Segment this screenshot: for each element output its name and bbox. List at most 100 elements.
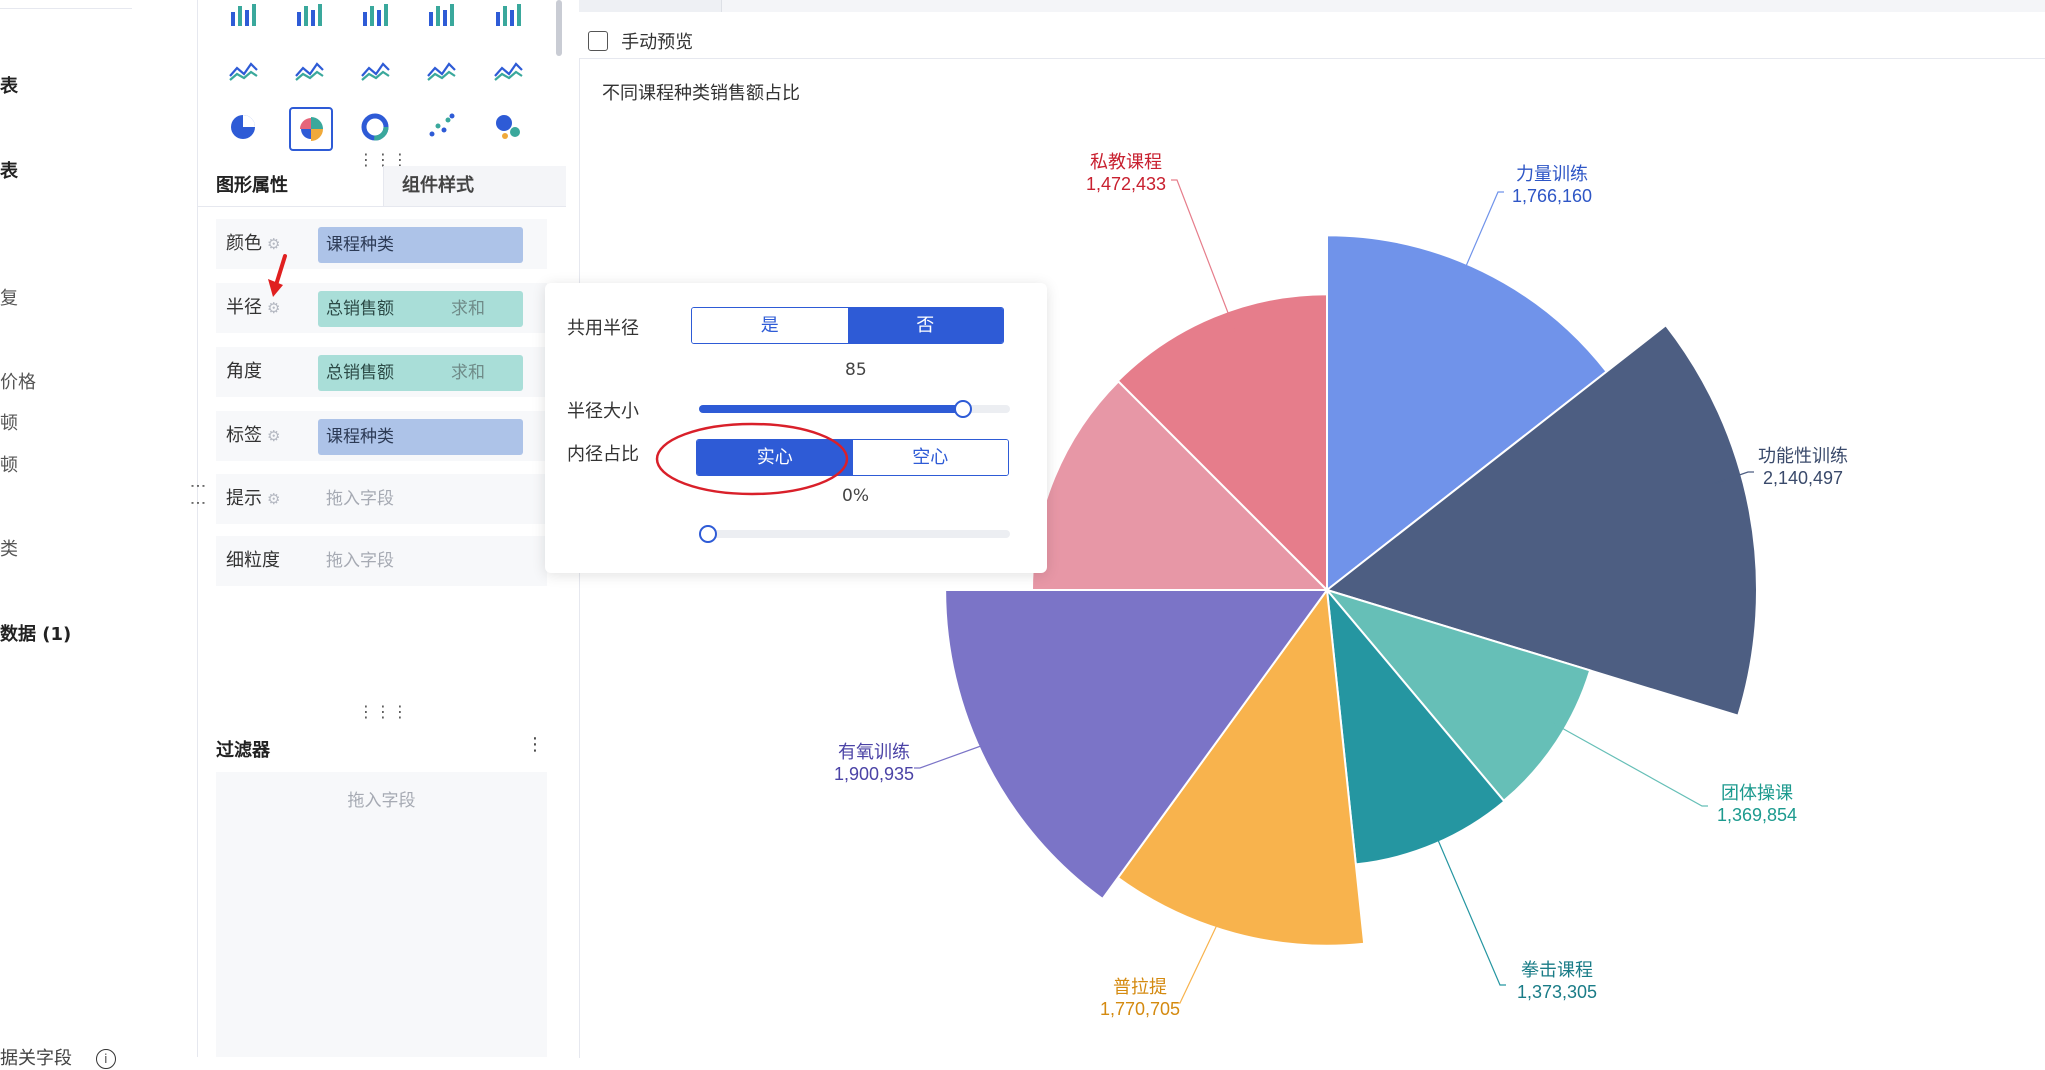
label-leader-line [1550,721,1708,807]
slice-label-value: 1,766,160 [1512,186,1592,206]
slice-label-name: 力量训练 [1516,164,1588,184]
bar-list-icon[interactable] [421,0,461,35]
percent-column-glyph-icon [363,4,388,26]
aggregation-label[interactable]: 求和 [451,299,485,319]
more-menu-icon[interactable]: ⋮ [526,734,544,755]
slice-label-value: 1,770,705 [1100,999,1180,1019]
tab-graph-properties[interactable]: 图形属性 [216,175,288,196]
inner-ratio-slider[interactable] [699,525,1010,543]
area-line-icon[interactable] [421,51,461,91]
chart-config-panel: ⋮⋮⋮ 图形属性 组件样式 颜色 ⚙ 课程种类 半径 ⚙ 总销售额 求和 角度 总销售额 求和 标签… [198,0,570,1057]
waterfall-glyph-icon [496,4,521,26]
stream-icon[interactable] [223,51,263,91]
property-row: 细粒度 拖入字段 [216,536,547,586]
rose-slice[interactable] [1116,293,1328,593]
field-list-item[interactable]: 类 [0,539,18,560]
property-row: 提示 ⚙ 拖入字段 [216,474,547,524]
rose-slice[interactable] [1325,586,1506,866]
field-pill[interactable]: 总销售额 求和 [318,291,523,327]
aggregation-label[interactable]: 求和 [451,363,485,383]
solid-button[interactable]: 实心 [697,440,853,475]
gauge-icon[interactable] [488,51,528,91]
inner-ratio-value: 0% [842,486,869,506]
stream-glyph-icon [229,62,258,81]
hollow-button[interactable]: 空心 [852,440,1008,475]
chart-title: 不同课程种类销售额占比 [602,83,800,104]
inner-slider-handle[interactable] [699,525,717,543]
manual-preview-checkbox[interactable] [588,31,608,51]
field-list-item[interactable]: 表 [0,161,18,182]
field-pill-label: 总销售额 [326,363,394,383]
field-list-item[interactable]: 表 [0,76,18,97]
rose-pie-glyph-icon [300,117,323,141]
field-pill[interactable]: 课程种类 [318,227,523,263]
slice-label-name: 普拉提 [1113,977,1167,997]
stacked-column-glyph-icon [231,4,256,26]
slice-label-name: 私教课程 [1090,152,1162,172]
shared-radius-toggle: 是 否 [691,307,1004,344]
rose-slice[interactable] [1326,234,1608,593]
pie-glyph-icon [231,115,255,139]
gear-icon[interactable]: ⚙ [267,490,281,508]
field-pill[interactable]: 课程种类 [318,419,523,455]
filter-placeholder: 拖入字段 [347,791,416,811]
radius-value: 85 [845,360,867,380]
waterfall-icon[interactable] [488,0,528,35]
property-tabs: 图形属性 组件样式 [198,166,570,207]
stacked-column-icon[interactable] [223,0,263,35]
property-label: 半径 ⚙ [226,283,280,333]
slice-label-value: 1,369,854 [1717,805,1797,825]
radius-size-slider[interactable] [699,400,1010,418]
drop-placeholder[interactable]: 拖入字段 [326,489,394,509]
property-row: 角度 总销售额 求和 [216,347,547,397]
shared-radius-no-button[interactable]: 否 [847,308,1003,343]
field-list-item[interactable]: 价格 [0,372,36,393]
slice-label-name: 团体操课 [1721,783,1793,803]
shared-radius-yes-button[interactable]: 是 [692,308,848,343]
field-list-panel: 表表复价格顿顿类数据 (1) 据关字段 i [0,0,198,1069]
field-list-item[interactable]: 复 [0,288,18,309]
inner-ratio-toggle: 实心 空心 [696,439,1009,476]
drag-handle-icon[interactable]: ⋮⋮⋮ [358,702,409,721]
panel-resize-handle-icon[interactable]: ⋮⋮ [189,478,208,512]
gear-icon[interactable]: ⚙ [267,299,281,317]
rose-slice[interactable] [1324,588,1592,803]
field-list-item[interactable]: 数据 (1) [0,624,72,645]
label-leader-line [1171,179,1236,332]
bar-list-glyph-icon [429,4,454,26]
rose-slice[interactable] [1116,587,1366,947]
donut-glyph-icon [361,113,389,141]
icon-grid-scrollbar[interactable] [556,0,562,56]
rose-pie-icon[interactable] [289,107,333,151]
label-leader-line [1174,907,1226,1004]
radar-icon[interactable] [355,51,395,91]
property-label: 提示 ⚙ [226,474,280,524]
rose-slice[interactable] [1324,323,1758,717]
gear-icon[interactable]: ⚙ [267,235,281,253]
gear-icon[interactable]: ⚙ [267,427,281,445]
slice-label-value: 2,140,497 [1763,468,1843,488]
grouped-column-icon[interactable] [289,0,329,35]
shared-radius-label: 共用半径 [567,318,639,339]
tab-component-style[interactable]: 组件样式 [383,166,570,206]
bubble-icon[interactable] [488,107,528,147]
donut-icon[interactable] [355,107,395,147]
filter-drop-zone[interactable]: 拖入字段 [216,772,547,1057]
slice-label-name: 有氧训练 [838,742,910,762]
red-arrow-icon [268,254,287,297]
toolbar-tab[interactable] [579,0,722,12]
drag-handle-icon[interactable]: ⋮⋮⋮ [358,150,409,169]
drop-placeholder[interactable]: 拖入字段 [326,551,394,571]
radar-cross-icon[interactable] [289,51,329,91]
field-list-item[interactable]: 顿 [0,413,18,434]
property-label: 标签 ⚙ [226,411,280,461]
pie-icon[interactable] [223,107,263,147]
filter-title: 过滤器 [216,740,270,761]
rose-slice[interactable] [944,589,1329,901]
radius-slider-handle[interactable] [954,400,973,418]
percent-column-icon[interactable] [355,0,395,35]
field-pill[interactable]: 总销售额 求和 [318,355,523,391]
scatter-icon[interactable] [421,107,461,147]
field-list-item[interactable]: 顿 [0,455,18,476]
property-row: 半径 ⚙ 总销售额 求和 [216,283,547,333]
